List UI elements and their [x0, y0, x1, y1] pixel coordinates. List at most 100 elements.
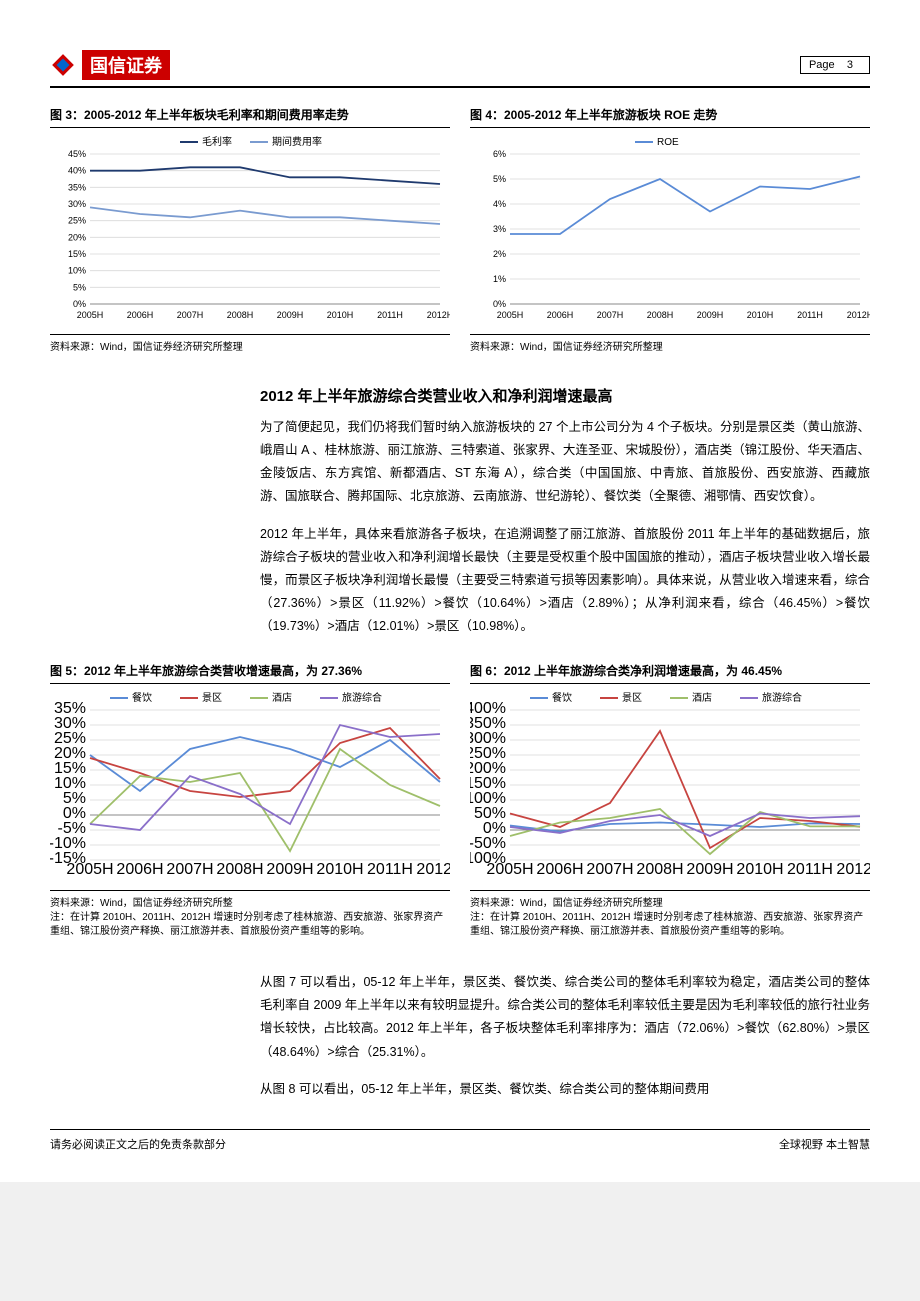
svg-text:0%: 0% — [63, 805, 86, 822]
svg-text:10%: 10% — [68, 266, 86, 276]
svg-text:15%: 15% — [54, 760, 86, 777]
svg-text:45%: 45% — [68, 149, 86, 159]
svg-text:2012H: 2012H — [416, 861, 450, 878]
chart6-title: 图 6：2012 上半年旅游综合类净利润增速最高，为 46.45% — [470, 662, 870, 684]
svg-text:350%: 350% — [470, 715, 506, 732]
chart4-title: 图 4：2005-2012 年上半年旅游板块 ROE 走势 — [470, 106, 870, 128]
paragraph-3: 从图 7 可以看出，05-12 年上半年，景区类、餐饮类、综合类公司的整体毛利率… — [260, 971, 870, 1064]
chart3-source: 资料来源：Wind，国信证券经济研究所整理 — [50, 334, 450, 353]
svg-text:-50%: -50% — [470, 835, 506, 852]
svg-text:2006H: 2006H — [116, 861, 163, 878]
svg-text:5%: 5% — [493, 174, 506, 184]
svg-text:40%: 40% — [68, 166, 86, 176]
svg-text:毛利率: 毛利率 — [202, 135, 232, 148]
svg-text:2006H: 2006H — [536, 861, 583, 878]
svg-text:2011H: 2011H — [377, 310, 403, 320]
svg-text:100%: 100% — [470, 790, 506, 807]
chart4-svg: 0%1%2%3%4%5%6%2005H2006H2007H2008H2009H2… — [470, 132, 870, 332]
chart5-area: -15%-10%-5%0%5%10%15%20%25%30%35%2005H20… — [50, 688, 450, 888]
svg-text:餐饮: 餐饮 — [552, 691, 572, 704]
page-number: 3 — [847, 59, 853, 71]
page-container: { "header": { "logo_text": "国信证券", "page… — [0, 0, 920, 1182]
svg-text:3%: 3% — [493, 224, 506, 234]
svg-text:35%: 35% — [68, 182, 86, 192]
chart5-svg: -15%-10%-5%0%5%10%15%20%25%30%35%2005H20… — [50, 688, 450, 888]
svg-text:5%: 5% — [73, 282, 86, 292]
svg-text:2006H: 2006H — [127, 310, 154, 320]
paragraph-2: 2012 年上半年，具体来看旅游各子板块，在追溯调整了丽江旅游、首旅股份 201… — [260, 523, 870, 639]
svg-text:25%: 25% — [54, 730, 86, 747]
chart5-panel: 图 5：2012 年上半年旅游综合类营收增速最高，为 27.36% -15%-1… — [50, 662, 450, 939]
svg-text:2008H: 2008H — [647, 310, 674, 320]
svg-text:2010H: 2010H — [747, 310, 774, 320]
footer-left: 请务必阅读正文之后的免责条款部分 — [50, 1136, 226, 1152]
svg-text:2012H: 2012H — [836, 861, 870, 878]
svg-text:400%: 400% — [470, 700, 506, 717]
svg-text:200%: 200% — [470, 760, 506, 777]
svg-text:30%: 30% — [68, 199, 86, 209]
charts-row-1: 图 3：2005-2012 年上半年板块毛利率和期间费用率走势 0% 5% 10% 1… — [50, 106, 870, 353]
paragraph-1: 为了简便起见，我们仍将我们暂时纳入旅游板块的 27 个上市公司分为 4 个子板块… — [260, 416, 870, 509]
svg-text:期间费用率: 期间费用率 — [272, 135, 322, 148]
svg-text:2007H: 2007H — [177, 310, 204, 320]
svg-text:300%: 300% — [470, 730, 506, 747]
svg-text:2007H: 2007H — [586, 861, 633, 878]
svg-text:2008H: 2008H — [216, 861, 263, 878]
page-header: 国信证券 Page 3 — [50, 50, 870, 88]
svg-text:2008H: 2008H — [636, 861, 683, 878]
svg-text:1%: 1% — [493, 274, 506, 284]
svg-text:20%: 20% — [68, 232, 86, 242]
svg-text:2011H: 2011H — [367, 861, 413, 878]
page-footer: 请务必阅读正文之后的免责条款部分 全球视野 本土智慧 — [50, 1129, 870, 1152]
svg-text:旅游综合: 旅游综合 — [342, 691, 382, 704]
body-section-1: 2012 年上半年旅游综合类营业收入和净利润增速最高 为了简便起见，我们仍将我们… — [260, 385, 870, 638]
svg-text:2005H: 2005H — [66, 861, 113, 878]
chart6-note: 注：在计算 2010H、2011H、2012H 增速时分别考虑了桂林旅游、西安旅… — [470, 911, 870, 939]
svg-text:景区: 景区 — [622, 692, 642, 704]
svg-text:2009H: 2009H — [277, 310, 304, 320]
svg-text:-5%: -5% — [58, 820, 86, 837]
svg-text:2012H: 2012H — [847, 310, 870, 320]
svg-text:2%: 2% — [493, 249, 506, 259]
chart5-note: 注：在计算 2010H、2011H、2012H 增速时分别考虑了桂林旅游、西安旅… — [50, 911, 450, 939]
svg-text:2012H: 2012H — [427, 310, 450, 320]
svg-text:2007H: 2007H — [597, 310, 624, 320]
chart3-title: 图 3：2005-2012 年上半年板块毛利率和期间费用率走势 — [50, 106, 450, 128]
page-number-box: Page 3 — [800, 56, 870, 74]
svg-text:ROE: ROE — [657, 137, 679, 148]
svg-text:2006H: 2006H — [547, 310, 574, 320]
body-section-2: 从图 7 可以看出，05-12 年上半年，景区类、餐饮类、综合类公司的整体毛利率… — [260, 971, 870, 1101]
svg-text:5%: 5% — [63, 790, 86, 807]
svg-text:0%: 0% — [483, 820, 506, 837]
svg-text:2007H: 2007H — [166, 861, 213, 878]
svg-text:2005H: 2005H — [77, 310, 104, 320]
logo: 国信证券 — [50, 50, 170, 80]
svg-text:2008H: 2008H — [227, 310, 254, 320]
svg-text:2005H: 2005H — [497, 310, 524, 320]
chart4-source: 资料来源：Wind，国信证券经济研究所整理 — [470, 334, 870, 353]
svg-text:250%: 250% — [470, 745, 506, 762]
chart3-area: 0%5%10%15%20%25%30%35%40%45%2005H2006H20… — [50, 132, 450, 332]
svg-text:景区: 景区 — [202, 692, 222, 704]
charts-row-2: 图 5：2012 年上半年旅游综合类营收增速最高，为 27.36% -15%-1… — [50, 662, 870, 939]
svg-text:2009H: 2009H — [266, 861, 313, 878]
chart6-area: -100%-50%0%50%100%150%200%250%300%350%40… — [470, 688, 870, 888]
svg-text:0%: 0% — [73, 299, 86, 309]
footer-right: 全球视野 本土智慧 — [779, 1136, 870, 1152]
chart5-source: 资料来源：Wind，国信证券经济研究所整 — [50, 890, 450, 909]
svg-text:2009H: 2009H — [686, 861, 733, 878]
svg-text:2005H: 2005H — [486, 861, 533, 878]
svg-text:酒店: 酒店 — [692, 691, 712, 704]
svg-text:4%: 4% — [493, 199, 506, 209]
svg-text:0%: 0% — [493, 299, 506, 309]
section-title-1: 2012 年上半年旅游综合类营业收入和净利润增速最高 — [260, 385, 870, 406]
svg-text:-10%: -10% — [50, 835, 86, 852]
svg-text:2010H: 2010H — [736, 861, 783, 878]
chart4-panel: 图 4：2005-2012 年上半年旅游板块 ROE 走势 0% 1% 2% 3% 4%… — [470, 106, 870, 353]
svg-text:150%: 150% — [470, 775, 506, 792]
svg-text:旅游综合: 旅游综合 — [762, 691, 802, 704]
svg-text:2011H: 2011H — [787, 861, 833, 878]
svg-text:50%: 50% — [474, 805, 506, 822]
chart6-panel: 图 6：2012 上半年旅游综合类净利润增速最高，为 46.45% -100%-… — [470, 662, 870, 939]
chart5-title: 图 5：2012 年上半年旅游综合类营收增速最高，为 27.36% — [50, 662, 450, 684]
